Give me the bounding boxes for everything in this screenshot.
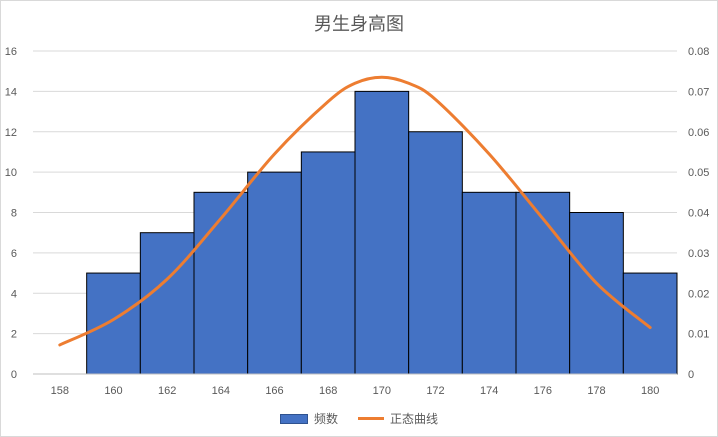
histogram-bar [622, 272, 678, 375]
y-tick-label: 8 [11, 208, 17, 220]
x-tick-label: 164 [212, 385, 230, 397]
histogram-bar [354, 90, 410, 375]
y-tick-label: 4 [11, 288, 17, 300]
y2-tick-label: 0.04 [688, 208, 709, 220]
x-tick-label: 168 [319, 385, 337, 397]
x-tick-label: 174 [480, 385, 498, 397]
legend-item-line: 正态曲线 [358, 410, 438, 427]
chart-title: 男生身高图 [314, 14, 404, 35]
y-tick-label: 14 [5, 86, 17, 98]
y2-tick-label: 0.07 [688, 86, 709, 98]
legend-swatch-line [358, 417, 384, 420]
legend-item-bars: 频数 [279, 410, 338, 427]
normal-curve-line [58, 75, 652, 347]
y2-tick-label: 0.01 [688, 329, 709, 341]
x-tick-label: 180 [641, 385, 659, 397]
x-tick-label: 176 [534, 385, 552, 397]
y2-tick-label: 0.08 [688, 46, 709, 58]
histogram-bar [300, 151, 356, 375]
y-tick-label: 6 [11, 248, 17, 260]
y2-tick-label: 0.05 [688, 167, 709, 179]
bar-series [86, 90, 678, 375]
x-tick-label: 162 [158, 385, 176, 397]
histogram-bar [139, 232, 195, 375]
x-tick-label: 160 [104, 385, 122, 397]
y-tick-label: 2 [11, 329, 17, 341]
legend-label-bars: 频数 [313, 412, 338, 426]
x-tick-label: 178 [587, 385, 605, 397]
y-tick-label: 10 [5, 167, 17, 179]
histogram-bar [569, 212, 624, 375]
legend-label-line: 正态曲线 [390, 412, 439, 426]
x-tick-label: 166 [265, 385, 283, 397]
x-tick-label: 158 [51, 385, 69, 397]
y2-tick-label: 0 [688, 369, 694, 381]
x-tick-label: 170 [373, 385, 391, 397]
y2-tick-label: 0.03 [688, 248, 709, 260]
axes: 024681012141600.010.020.030.040.050.060.… [5, 46, 710, 397]
histogram-bar [193, 191, 249, 375]
x-tick-label: 172 [426, 385, 444, 397]
y2-tick-label: 0.02 [688, 288, 709, 300]
histogram-bar [408, 131, 463, 375]
y-tick-label: 16 [5, 46, 17, 58]
y-tick-label: 0 [11, 369, 17, 381]
histogram-bar [86, 272, 141, 375]
histogram-bar [461, 191, 517, 375]
y-tick-label: 12 [5, 127, 17, 139]
y2-tick-label: 0.06 [688, 127, 709, 139]
legend: 频数 正态曲线 [0, 410, 718, 427]
legend-swatch-bars [279, 413, 308, 424]
line-series [58, 75, 652, 347]
histogram-bar [247, 171, 302, 375]
